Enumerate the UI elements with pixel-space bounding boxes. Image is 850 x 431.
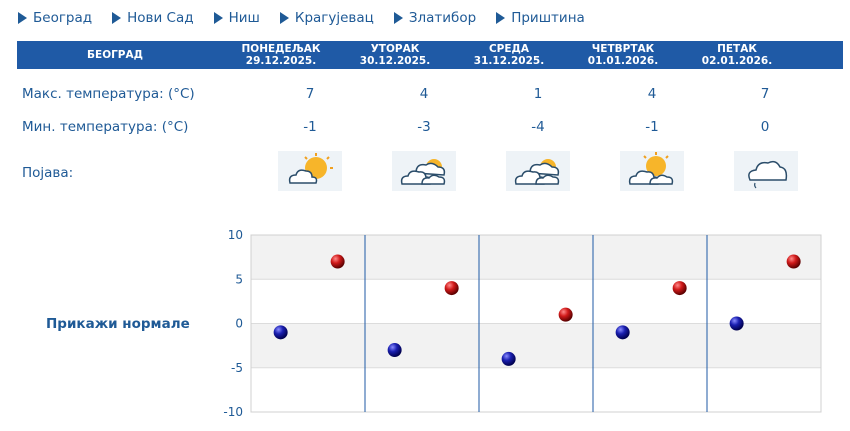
tab-label: Нови Сад bbox=[127, 10, 194, 26]
tab-label: Златибор bbox=[408, 10, 477, 26]
min-temp-value: -1 bbox=[303, 119, 317, 135]
max-temp-point bbox=[558, 307, 573, 322]
min-temp-point bbox=[387, 343, 402, 358]
tab-label: Крагујевац bbox=[294, 10, 374, 26]
day-name: ЧЕТВРТАК bbox=[591, 43, 655, 55]
arrow-right-icon bbox=[496, 12, 506, 24]
arrow-right-icon bbox=[112, 12, 122, 24]
max-temp-point bbox=[330, 254, 345, 269]
tab-novi-sad[interactable]: Нови Сад bbox=[112, 10, 194, 26]
max-temp-point bbox=[672, 281, 687, 296]
max-temp-value: 4 bbox=[647, 86, 657, 102]
max-temp-value: 1 bbox=[533, 86, 543, 102]
y-tick-label: -10 bbox=[223, 405, 243, 419]
min-temp-value: 0 bbox=[760, 119, 770, 135]
tab-label: Приштина bbox=[511, 10, 585, 26]
max-temp-value: 4 bbox=[419, 86, 429, 102]
day-date: 31.12.2025. bbox=[473, 55, 545, 67]
min-temp-label: Мин. температура: (°C) bbox=[22, 119, 189, 135]
day-date: 30.12.2025. bbox=[359, 55, 431, 67]
y-tick-label: 10 bbox=[228, 228, 243, 242]
arrow-right-icon bbox=[279, 12, 289, 24]
max-temp-point bbox=[786, 254, 801, 269]
min-temp-point bbox=[501, 351, 516, 366]
show-normals-link[interactable]: Прикажи нормале bbox=[46, 316, 190, 332]
arrow-right-icon bbox=[393, 12, 403, 24]
arrow-right-icon bbox=[18, 12, 27, 24]
y-tick-label: 5 bbox=[235, 272, 243, 286]
tab-nis[interactable]: Ниш bbox=[213, 10, 260, 26]
day-name: УТОРАК bbox=[370, 43, 420, 55]
header-day: СРЕДА 31.12.2025. bbox=[453, 43, 565, 67]
day-date: 02.01.2026. bbox=[701, 55, 773, 67]
y-tick-label: -5 bbox=[231, 361, 243, 375]
header-day: ПЕТАК 02.01.2026. bbox=[681, 43, 793, 67]
max-temp-value: 7 bbox=[760, 86, 770, 102]
day-date: 29.12.2025. bbox=[245, 55, 317, 67]
cloudy-icon bbox=[506, 151, 570, 191]
y-tick-label: 0 bbox=[235, 317, 243, 331]
day-date: 01.01.2026. bbox=[587, 55, 659, 67]
chart-band bbox=[251, 279, 821, 324]
tab-label: Београд bbox=[33, 10, 93, 26]
forecast-header: БЕОГРАД ПОНЕДЕЉАК 29.12.2025. УТОРАК 30.12… bbox=[17, 41, 843, 69]
min-temp-point bbox=[615, 325, 630, 340]
arrow-right-icon bbox=[213, 12, 223, 24]
chart-band bbox=[251, 323, 821, 368]
min-temp-value: -1 bbox=[645, 119, 659, 135]
tab-zlatibor[interactable]: Златибор bbox=[393, 10, 477, 26]
header-day: ЧЕТВРТАК 01.01.2026. bbox=[567, 43, 679, 67]
max-temp-label: Макс. температура: (°C) bbox=[22, 86, 195, 102]
header-city: БЕОГРАД bbox=[87, 49, 143, 61]
cloudy-icon bbox=[392, 151, 456, 191]
plot-border bbox=[250, 234, 822, 413]
drizzle-icon bbox=[734, 151, 798, 191]
min-temp-value: -3 bbox=[417, 119, 431, 135]
day-name: ПЕТАК bbox=[717, 43, 757, 55]
phenomenon-label: Појава: bbox=[22, 165, 74, 181]
min-temp-value: -4 bbox=[531, 119, 545, 135]
header-day: ПОНЕДЕЉАК 29.12.2025. bbox=[225, 43, 337, 67]
chart-band bbox=[251, 235, 821, 280]
day-name: ПОНЕДЕЉАК bbox=[241, 43, 321, 55]
max-temp-point bbox=[444, 281, 459, 296]
sun-cloud-icon bbox=[278, 151, 342, 191]
sun-cloud-icon bbox=[620, 151, 684, 191]
min-temp-point bbox=[273, 325, 288, 340]
tab-kragujevac[interactable]: Крагујевац bbox=[279, 10, 374, 26]
city-tabs: Београд Нови Сад Ниш Крагујевац Златибор… bbox=[18, 8, 585, 28]
header-day: УТОРАК 30.12.2025. bbox=[339, 43, 451, 67]
tab-label: Ниш bbox=[228, 10, 260, 26]
tab-beograd[interactable]: Београд bbox=[18, 10, 92, 26]
day-name: СРЕДА bbox=[488, 43, 530, 55]
min-temp-point bbox=[729, 316, 744, 331]
tab-pristina[interactable]: Приштина bbox=[496, 10, 585, 26]
chart-band bbox=[251, 367, 821, 412]
max-temp-value: 7 bbox=[305, 86, 315, 102]
